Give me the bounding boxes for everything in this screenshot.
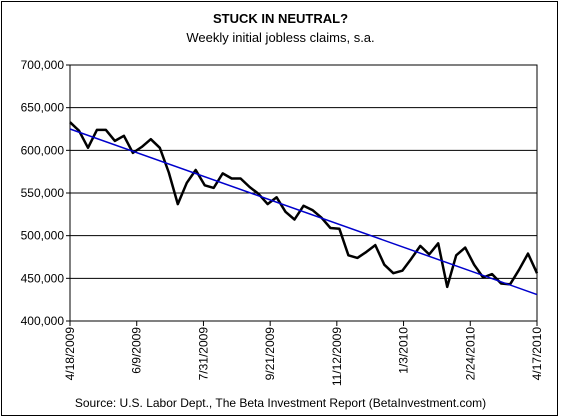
- y-tick-label: 700,000: [21, 58, 65, 72]
- chart-source: Source: U.S. Labor Dept., The Beta Inves…: [74, 396, 487, 410]
- y-tick-label: 500,000: [21, 229, 65, 243]
- x-tick-label: 4/18/2009: [63, 327, 77, 381]
- x-tick-label: 7/31/2009: [196, 327, 210, 381]
- y-tick-label: 600,000: [21, 143, 65, 157]
- chart-title: STUCK IN NEUTRAL?: [212, 11, 349, 26]
- y-tick-label: 450,000: [21, 271, 65, 285]
- chart-subtitle: Weekly initial jobless claims, s.a.: [186, 30, 375, 45]
- series-line-claims: [69, 121, 539, 289]
- x-tick-label: 6/9/2009: [130, 327, 144, 374]
- x-tick-label: 11/12/2009: [330, 327, 344, 386]
- plot-area: [69, 64, 538, 322]
- x-tick-label: 4/17/2010: [530, 327, 544, 381]
- y-tick-label: 650,000: [21, 101, 65, 115]
- y-tick-label: 550,000: [21, 186, 65, 200]
- x-tick-label: 1/3/2010: [397, 327, 411, 374]
- series-line-trend: [69, 128, 538, 296]
- x-tick-label: 9/21/2009: [263, 327, 277, 381]
- y-tick-label: 400,000: [21, 314, 65, 328]
- x-tick-label: 2/24/2010: [463, 327, 477, 381]
